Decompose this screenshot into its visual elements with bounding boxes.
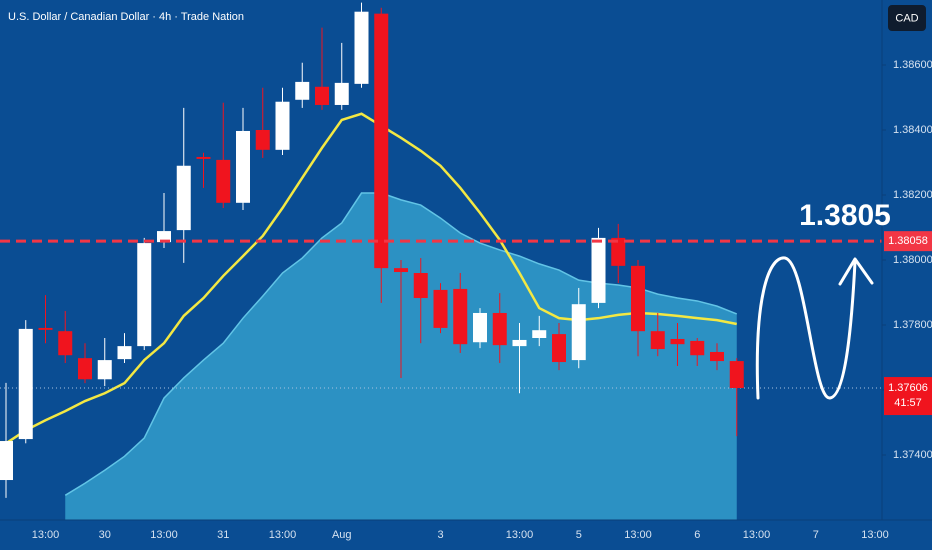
candle-body <box>78 358 92 380</box>
projection-arrow <box>838 257 874 286</box>
x-tick-label: 3 <box>437 529 443 541</box>
level-annotation: 1.3805 <box>799 199 891 232</box>
y-tick-label: 1.38200 <box>893 189 932 201</box>
countdown-label: 41:57 <box>894 397 922 409</box>
candle-body <box>196 156 211 159</box>
y-tick-label: 1.37800 <box>893 319 932 331</box>
x-tick-label: 5 <box>576 529 582 541</box>
candle-body <box>58 331 73 356</box>
candle-body <box>97 360 112 380</box>
candle-body <box>18 328 33 440</box>
candle-body <box>710 351 724 362</box>
x-tick-label: Aug <box>332 529 352 541</box>
ema-line <box>5 112 737 445</box>
x-tick-label: 13:00 <box>861 529 889 541</box>
candle-body <box>690 340 705 356</box>
candle-body <box>38 327 53 330</box>
candle-body <box>374 13 389 269</box>
x-tick-label: 13:00 <box>269 529 297 541</box>
x-tick-label: 13:00 <box>506 529 534 541</box>
y-tick-label: 1.38400 <box>893 124 932 136</box>
candle-body <box>670 338 685 345</box>
candle-body <box>433 289 448 328</box>
chart-title: U.S. Dollar / Canadian Dollar · 4h · Tra… <box>8 11 244 23</box>
y-tick-label: 1.37400 <box>893 449 932 461</box>
candle-body <box>255 130 270 150</box>
x-tick-label: 13:00 <box>624 529 652 541</box>
level-price-box <box>884 231 932 252</box>
candle-body <box>295 81 310 100</box>
candle-body <box>729 361 744 389</box>
candle-body <box>216 159 231 203</box>
candle-body <box>631 265 645 332</box>
candle-body <box>236 130 250 203</box>
candle-body <box>275 101 290 150</box>
candle-body <box>157 231 171 243</box>
candle-body <box>532 330 547 338</box>
candle-body <box>413 273 428 299</box>
candle-body <box>453 288 468 345</box>
projection-curve <box>755 256 857 400</box>
candle-body <box>315 86 329 105</box>
y-tick-label: 1.38000 <box>893 254 932 266</box>
x-tick-label: 13:00 <box>150 529 178 541</box>
candle-body <box>176 165 191 231</box>
area-edge <box>64 192 738 496</box>
candle-body <box>473 312 487 343</box>
x-tick-label: 6 <box>694 529 700 541</box>
x-tick-label: 7 <box>813 529 819 541</box>
candle-body <box>512 339 527 347</box>
candle-body <box>611 237 626 266</box>
candle-body <box>0 441 13 481</box>
x-tick-label: 30 <box>99 529 111 541</box>
candle-body <box>394 268 408 273</box>
candle-body <box>117 346 132 360</box>
current-price-box <box>884 377 932 416</box>
candle-body <box>571 304 586 361</box>
level-price-label: 1.38058 <box>888 235 928 247</box>
candle-body <box>650 331 665 350</box>
x-tick-label: 13:00 <box>743 529 771 541</box>
current-price-label: 1.37606 <box>888 382 928 394</box>
plot-area <box>0 2 882 521</box>
candle-body <box>591 237 606 303</box>
currency-button[interactable] <box>888 5 926 31</box>
candle-body <box>552 334 566 363</box>
y-tick-label: 1.38600 <box>893 59 932 71</box>
currency-label[interactable]: CAD <box>895 12 918 24</box>
candle-body <box>354 11 369 84</box>
x-tick-label: 13:00 <box>32 529 60 541</box>
candle-body <box>334 82 349 105</box>
candle-body <box>137 243 152 347</box>
candle-body <box>492 312 507 346</box>
x-tick-label: 31 <box>217 529 229 541</box>
